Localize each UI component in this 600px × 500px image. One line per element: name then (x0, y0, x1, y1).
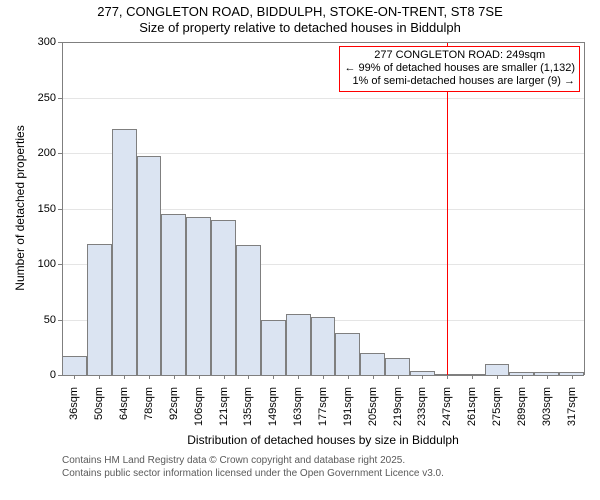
x-tick-label: 177sqm (317, 387, 329, 437)
histogram-bar (186, 217, 211, 375)
x-tick-label: 191sqm (342, 387, 354, 437)
histogram-bar (211, 220, 236, 375)
y-tick-label: 0 (16, 369, 56, 381)
x-tick-label: 121sqm (218, 387, 230, 437)
histogram-bar (385, 358, 410, 375)
histogram-bar (161, 214, 186, 375)
property-marker-line (447, 42, 448, 375)
chart-title-block: 277, CONGLETON ROAD, BIDDULPH, STOKE-ON-… (0, 4, 600, 37)
y-tick-label: 100 (16, 258, 56, 270)
histogram-bar (62, 356, 87, 375)
attribution-line2: Contains public sector information licen… (62, 468, 444, 481)
x-tick-label: 92sqm (168, 387, 180, 437)
x-tick-label: 50sqm (93, 387, 105, 437)
axis-line-left (62, 42, 63, 375)
info-box-line1: 277 CONGLETON ROAD: 249sqm (344, 49, 575, 62)
x-tick-label: 205sqm (367, 387, 379, 437)
x-tick-label: 317sqm (566, 387, 578, 437)
info-box-line2: ← 99% of detached houses are smaller (1,… (344, 62, 575, 75)
x-tick-label: 149sqm (267, 387, 279, 437)
info-box-line3: 1% of semi-detached houses are larger (9… (344, 75, 575, 88)
axis-line-right (584, 42, 585, 375)
x-tick-label: 261sqm (466, 387, 478, 437)
x-tick-label: 64sqm (118, 387, 130, 437)
y-tick-label: 200 (16, 147, 56, 159)
gridline (62, 98, 584, 99)
histogram-bar (236, 245, 261, 375)
property-size-histogram: 277, CONGLETON ROAD, BIDDULPH, STOKE-ON-… (0, 0, 600, 500)
histogram-bar (335, 333, 360, 375)
histogram-bar (261, 320, 286, 376)
y-tick-label: 250 (16, 92, 56, 104)
x-tick-label: 289sqm (516, 387, 528, 437)
histogram-bar (360, 353, 385, 375)
x-tick-label: 163sqm (292, 387, 304, 437)
gridline (62, 153, 584, 154)
y-tick-label: 150 (16, 203, 56, 215)
y-tick-label: 50 (16, 314, 56, 326)
x-tick-label: 233sqm (416, 387, 428, 437)
plot-area: 277 CONGLETON ROAD: 249sqm← 99% of detac… (62, 42, 584, 375)
x-tick-label: 106sqm (193, 387, 205, 437)
attribution-line1: Contains HM Land Registry data © Crown c… (62, 455, 444, 468)
histogram-bar (137, 156, 162, 375)
x-tick-label: 78sqm (143, 387, 155, 437)
axis-line-top (62, 42, 584, 43)
comparison-info-box: 277 CONGLETON ROAD: 249sqm← 99% of detac… (339, 46, 580, 92)
chart-title-line1: 277, CONGLETON ROAD, BIDDULPH, STOKE-ON-… (0, 4, 600, 20)
histogram-bar (286, 314, 311, 375)
x-tick-label: 36sqm (68, 387, 80, 437)
histogram-bar (311, 317, 336, 375)
x-tick-label: 247sqm (441, 387, 453, 437)
histogram-bar (485, 364, 510, 375)
x-tick-label: 275sqm (491, 387, 503, 437)
x-tick-label: 219sqm (392, 387, 404, 437)
axis-line-bottom (62, 375, 584, 376)
chart-title-line2: Size of property relative to detached ho… (0, 20, 600, 36)
x-tick-label: 303sqm (541, 387, 553, 437)
histogram-bar (87, 244, 112, 375)
histogram-bar (112, 129, 137, 375)
x-tick-label: 135sqm (242, 387, 254, 437)
y-tick-label: 300 (16, 36, 56, 48)
attribution-text: Contains HM Land Registry data © Crown c… (62, 455, 444, 480)
